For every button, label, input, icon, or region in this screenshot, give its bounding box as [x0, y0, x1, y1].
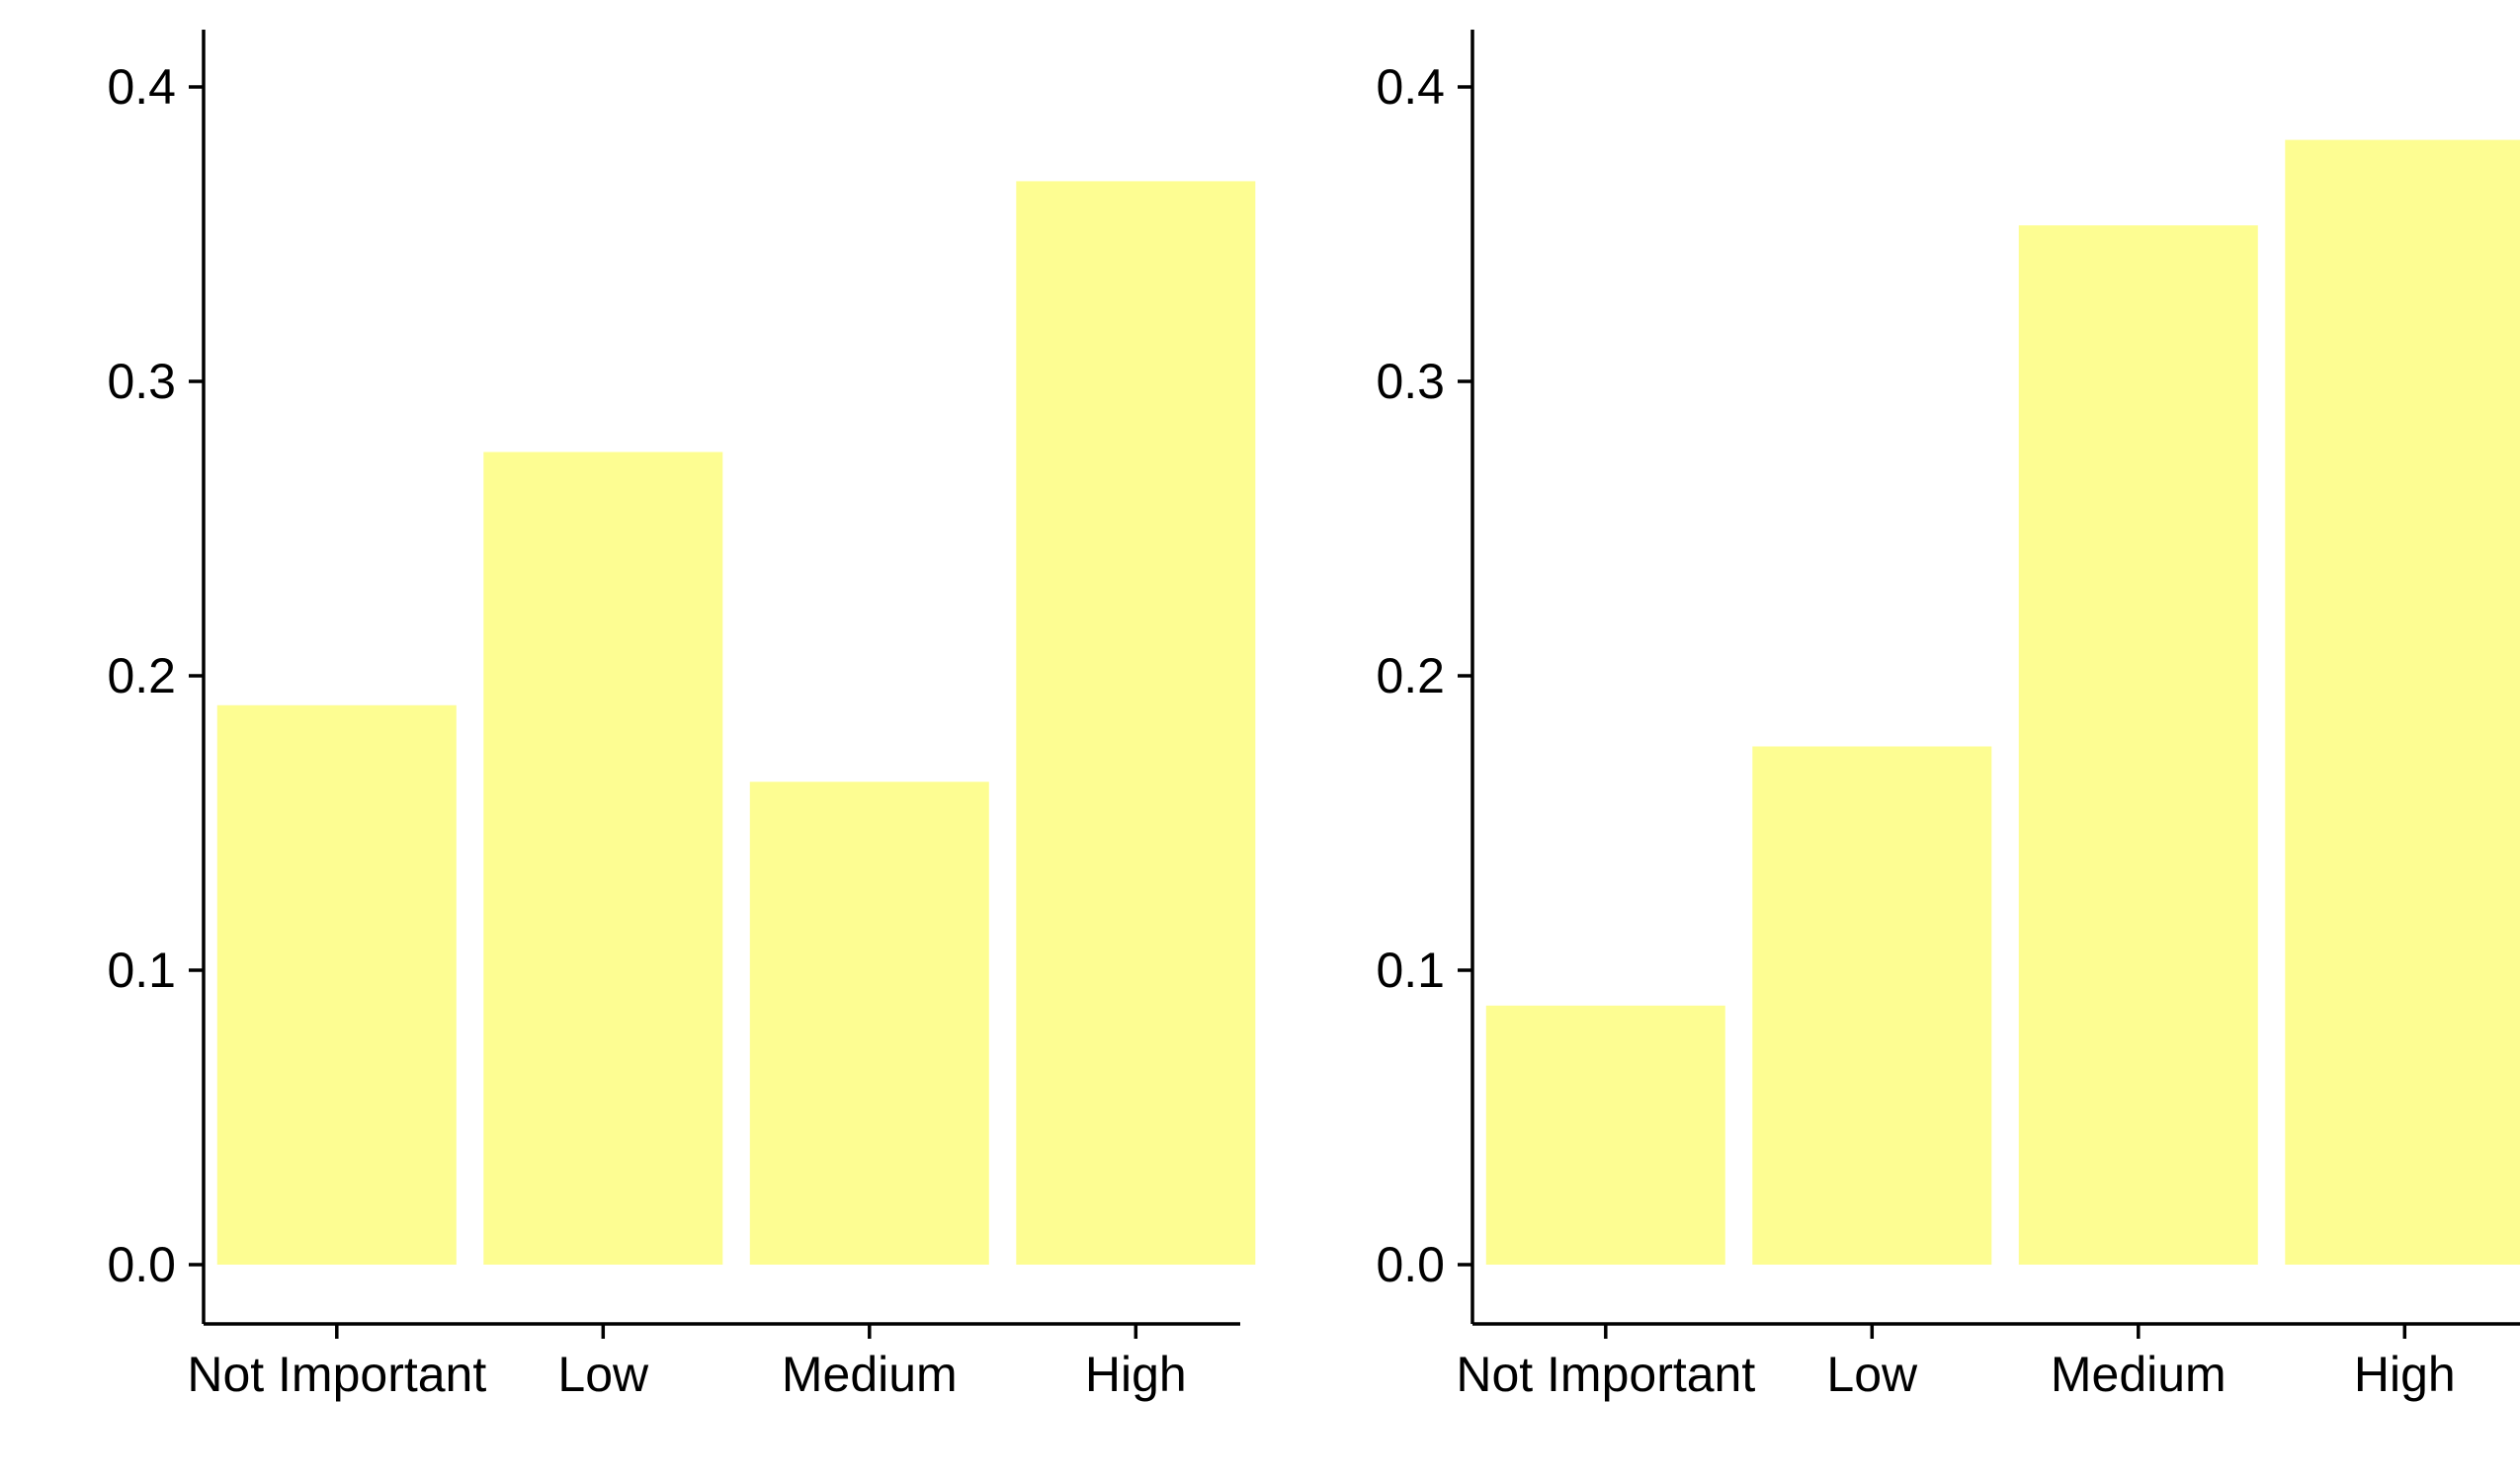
y-tick-label: 0.4 — [107, 59, 176, 115]
y-tick-label: 0.0 — [1376, 1237, 1445, 1292]
bar-medium — [2018, 225, 2258, 1266]
x-tick-label-low: Low — [1826, 1347, 1918, 1402]
bar-high — [1016, 181, 1256, 1265]
x-tick-label-not-important: Not Important — [187, 1347, 486, 1402]
bar-high — [2285, 139, 2520, 1266]
bar-not-important — [1485, 1005, 1725, 1265]
x-tick-label-low: Low — [557, 1347, 649, 1402]
x-tick-label-not-important: Not Important — [1456, 1347, 1755, 1402]
x-tick-label-medium: Medium — [2051, 1347, 2226, 1402]
bar-medium — [749, 782, 989, 1265]
bar-low — [1752, 746, 1992, 1265]
bar-not-important — [216, 704, 457, 1265]
bar-low — [483, 452, 723, 1265]
y-tick-label: 0.3 — [1376, 354, 1445, 409]
x-tick-label-medium: Medium — [782, 1347, 958, 1402]
y-tick-label: 0.1 — [107, 943, 176, 998]
y-tick-label: 0.3 — [107, 354, 176, 409]
y-tick-label: 0.4 — [1376, 59, 1445, 115]
y-tick-label: 0.2 — [1376, 648, 1445, 703]
left-bar-chart-panel: 0.0 0.1 0.2 0.3 0.4 Not Important Low Medium Hig… — [107, 30, 1256, 1402]
y-tick-label: 0.0 — [107, 1237, 176, 1292]
y-tick-label: 0.1 — [1376, 943, 1445, 998]
x-tick-label-high: High — [2354, 1347, 2456, 1402]
y-tick-label: 0.2 — [107, 648, 176, 703]
x-tick-label-high: High — [1085, 1347, 1187, 1402]
right-bar-chart-panel: 0.0 0.1 0.2 0.3 0.4 Not Important Low Medium Hig… — [1376, 30, 2520, 1402]
